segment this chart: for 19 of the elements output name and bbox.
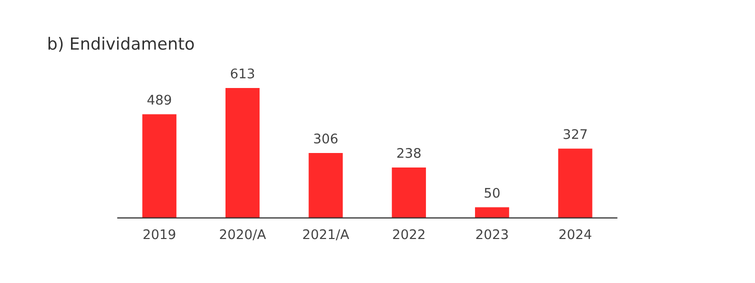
- x-tick-label: 2021/A: [303, 229, 350, 240]
- x-tick-label: 2019: [144, 229, 176, 240]
- chart-title: b) Endividamento: [48, 36, 194, 52]
- data-label: 238: [397, 148, 421, 158]
- bar: [475, 207, 510, 218]
- data-label: 327: [564, 129, 587, 140]
- bar: [142, 114, 176, 218]
- bar: [558, 148, 592, 218]
- data-label: 50: [484, 188, 500, 198]
- bar: [392, 167, 426, 218]
- x-tick-label: 2020/A: [220, 229, 266, 240]
- data-label: 613: [230, 68, 254, 78]
- data-label: 306: [314, 134, 338, 144]
- data-label: 489: [147, 94, 172, 105]
- x-tick-label: 2023: [476, 229, 508, 240]
- bar: [225, 88, 260, 218]
- x-tick-label: 2022: [393, 229, 424, 240]
- bar: [308, 153, 343, 218]
- x-tick-label: 2024: [559, 229, 592, 240]
